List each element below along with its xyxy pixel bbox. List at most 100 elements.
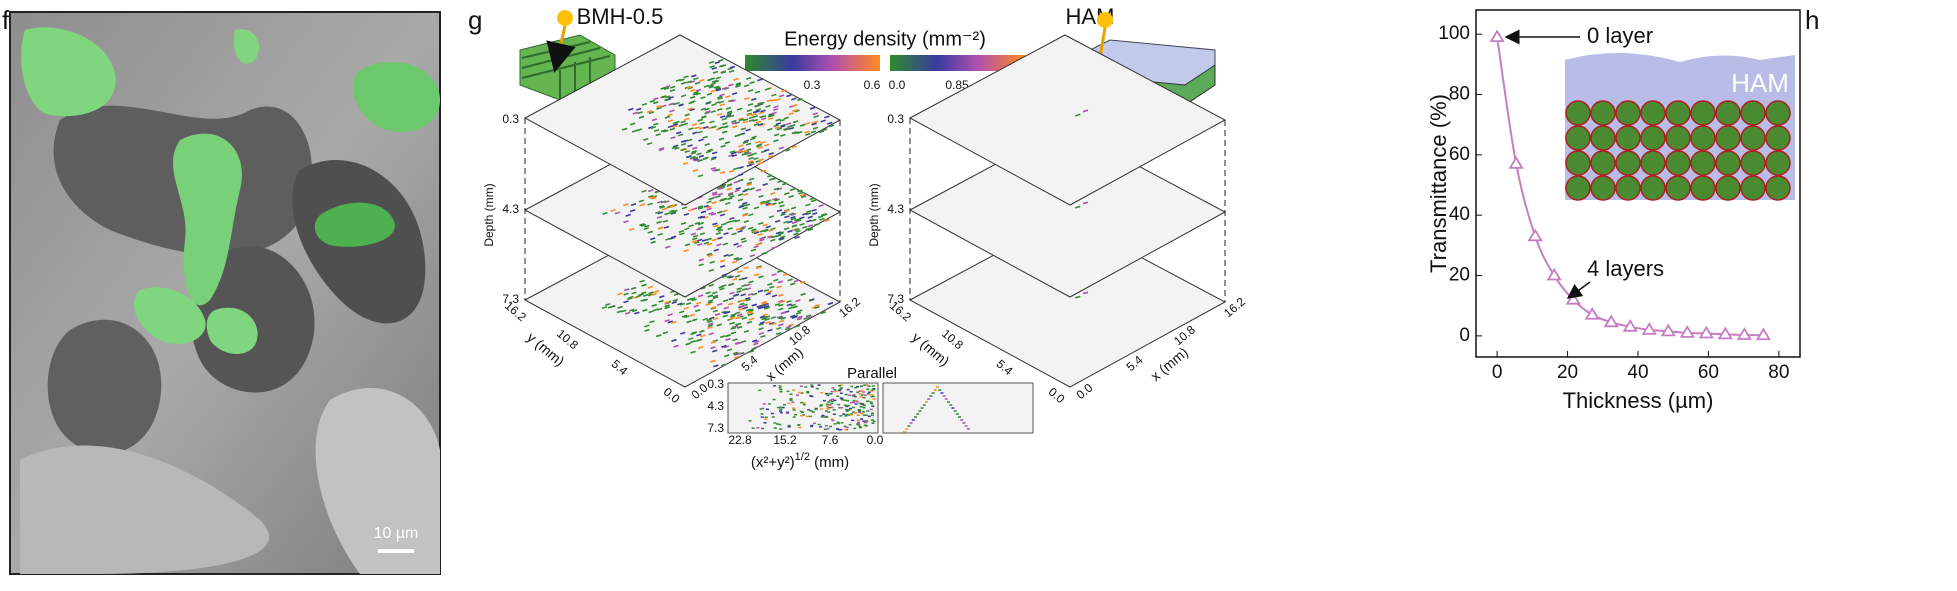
energy-dash xyxy=(786,303,792,307)
energy-dash xyxy=(746,108,753,112)
energy-dash xyxy=(728,83,734,87)
energy-dash xyxy=(756,304,762,308)
energy-dash xyxy=(636,294,642,298)
energy-dash xyxy=(767,290,773,294)
energy-dash xyxy=(758,221,764,225)
energy-dash xyxy=(698,154,705,158)
energy-dash xyxy=(772,197,778,201)
energy-dash xyxy=(772,108,779,112)
energy-dash xyxy=(824,115,830,119)
energy-dash xyxy=(739,147,745,151)
energy-dash xyxy=(708,283,714,287)
energy-dash xyxy=(697,205,704,209)
energy-dash xyxy=(662,129,669,133)
energy-dash xyxy=(790,206,797,210)
energy-dash xyxy=(719,103,726,107)
particle xyxy=(1740,100,1766,126)
energy-dash xyxy=(674,120,680,124)
energy-dash xyxy=(734,341,741,345)
energy-dash xyxy=(779,300,786,304)
energy-dash xyxy=(794,228,800,232)
energy-dash xyxy=(729,216,735,221)
energy-dash xyxy=(785,148,791,152)
energy-dash xyxy=(791,103,798,107)
energy-dash xyxy=(792,305,798,309)
energy-dash xyxy=(728,169,735,173)
energy-dash xyxy=(678,310,685,314)
energy-dash xyxy=(650,126,656,130)
energy-dash xyxy=(729,316,736,320)
energy-dash xyxy=(726,184,733,188)
energy-dash xyxy=(655,133,661,137)
sun-icon xyxy=(1097,12,1113,28)
energy-dash xyxy=(710,340,717,344)
particle xyxy=(1615,100,1641,126)
energy-dash xyxy=(698,138,704,142)
energy-dash xyxy=(701,238,708,242)
energy-dash xyxy=(718,137,725,141)
energy-dash xyxy=(732,338,738,342)
energy-dash xyxy=(738,144,744,148)
energy-dash xyxy=(764,317,770,321)
energy-dash xyxy=(760,109,766,113)
energy-dash xyxy=(780,235,786,239)
energy-dash xyxy=(726,110,733,114)
inset-r-tick: 15.2 xyxy=(773,433,797,447)
data-point xyxy=(1527,228,1543,242)
energy-dash xyxy=(707,294,713,298)
energy-dash xyxy=(748,317,755,321)
energy-dash xyxy=(740,127,747,131)
colorbar-tick-label: 0.6 xyxy=(864,78,881,92)
energy-dash xyxy=(1075,205,1081,209)
energy-dash xyxy=(648,111,655,115)
energy-dash xyxy=(680,331,686,335)
energy-dash xyxy=(641,189,647,193)
green-particle xyxy=(206,307,258,355)
energy-dash xyxy=(636,107,642,111)
energy-dash xyxy=(689,88,696,92)
energy-dash xyxy=(610,208,616,212)
energy-dash xyxy=(607,305,614,309)
energy-dash xyxy=(712,70,719,74)
energy-dash xyxy=(642,293,649,297)
energy-dash xyxy=(811,122,817,126)
energy-dash xyxy=(805,203,811,207)
energy-dash xyxy=(669,85,676,89)
energy-dash xyxy=(712,296,719,300)
energy-dash xyxy=(753,206,760,210)
energy-dash xyxy=(649,237,656,241)
energy-dash xyxy=(764,143,770,147)
inset-box xyxy=(882,382,1034,434)
energy-dash xyxy=(628,227,635,231)
energy-dash xyxy=(719,115,726,119)
energy-dash xyxy=(723,345,730,349)
energy-dash xyxy=(658,148,665,152)
energy-dash xyxy=(753,245,759,249)
energy-dash xyxy=(708,85,715,89)
energy-dash xyxy=(780,213,786,217)
energy-dash xyxy=(696,152,702,156)
energy-dash xyxy=(662,219,669,223)
energy-dash xyxy=(737,229,743,233)
energy-dash xyxy=(780,316,787,320)
energy-dash xyxy=(746,183,752,187)
energy-dash xyxy=(717,210,723,214)
energy-dash xyxy=(709,77,716,81)
energy-dash xyxy=(718,100,725,104)
energy-dash xyxy=(742,306,749,310)
energy-dash xyxy=(681,81,687,85)
energy-dash xyxy=(648,291,654,295)
energy-dash xyxy=(755,242,761,246)
energy-dash xyxy=(705,291,711,295)
energy-dash xyxy=(771,322,777,326)
data-point xyxy=(1546,267,1562,281)
energy-dash xyxy=(734,219,741,223)
energy-dash xyxy=(686,138,693,142)
energy-dash xyxy=(680,148,686,152)
energy-dash xyxy=(653,122,659,126)
energy-dash xyxy=(655,210,661,215)
energy-dash xyxy=(648,126,654,130)
energy-dash xyxy=(733,180,739,184)
energy-dash xyxy=(690,151,697,155)
energy-dash xyxy=(750,248,757,252)
